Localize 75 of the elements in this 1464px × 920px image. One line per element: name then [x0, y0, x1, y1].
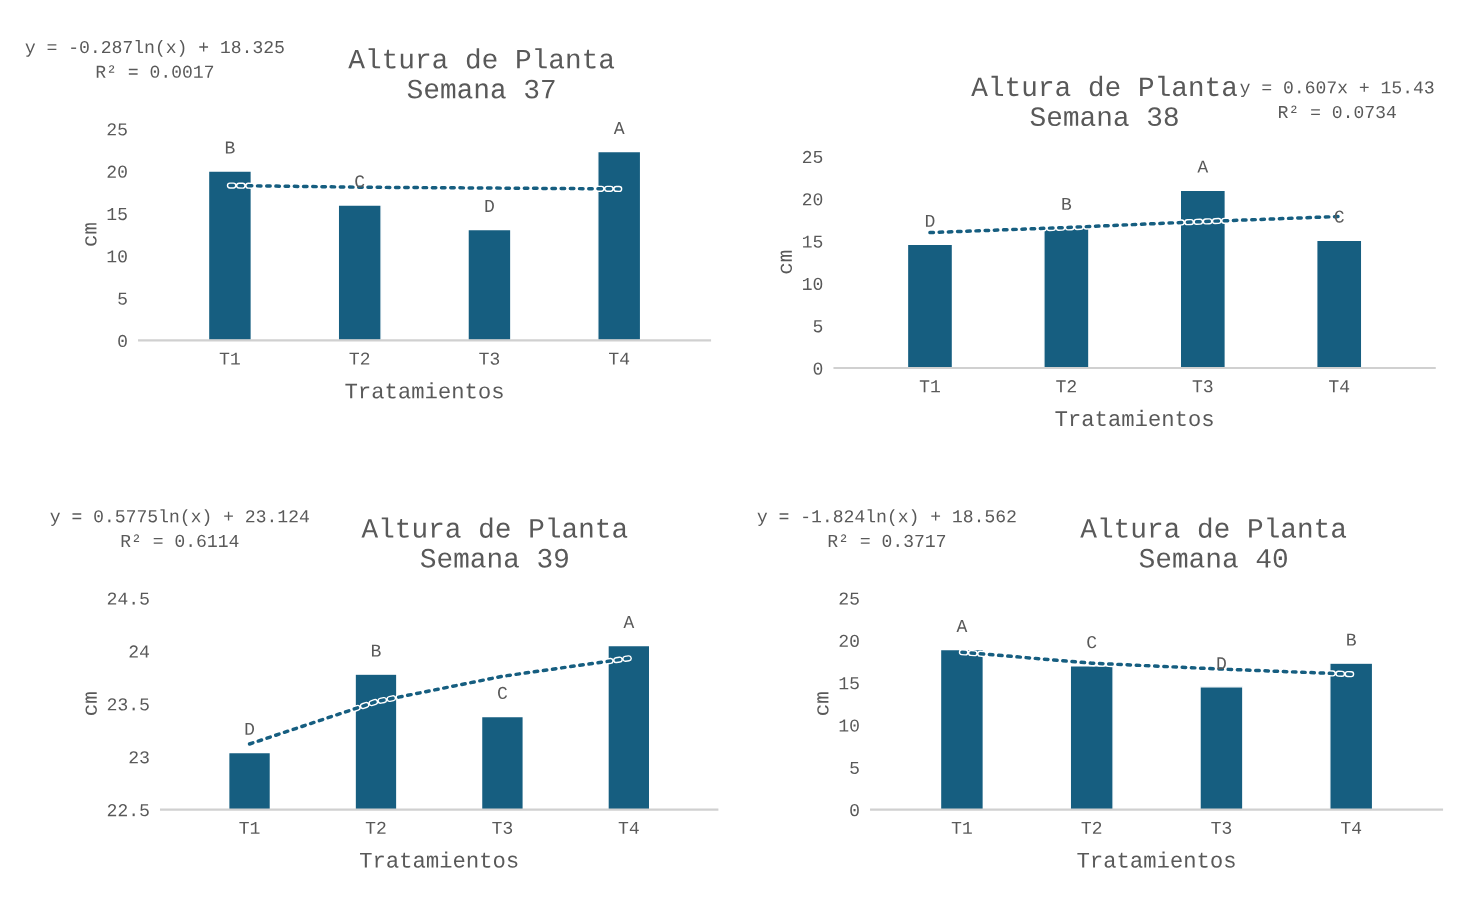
x-tick-label: T2: [365, 821, 386, 834]
y-axis-title: cm: [85, 223, 97, 246]
text: y = -1.824ln(x) + 18.562 R² = 0.3717: [757, 509, 1016, 548]
annotation: A: [623, 616, 635, 628]
x-tick-label: T4: [609, 352, 630, 365]
chart-title: Altura de Planta Semana 39: [361, 517, 628, 568]
x-tick-label: T4: [1329, 380, 1350, 393]
y-tick-label: 23: [129, 751, 149, 764]
x-axis-title: Tratamientos: [1055, 409, 1213, 427]
y-tick-label: 5: [850, 761, 859, 774]
chart-title: Altura de Planta Semana 38: [971, 75, 1237, 127]
x-tick-label: T4: [618, 821, 639, 834]
x-tick-label: T1: [239, 821, 260, 834]
y-tick-label: 22.5: [107, 804, 149, 817]
y-tick-label: 10: [107, 250, 127, 263]
bar: [337, 204, 382, 341]
bar: [467, 228, 512, 341]
bar: [1199, 686, 1244, 810]
annotation: C: [1087, 636, 1097, 649]
y-tick-label: 20: [107, 165, 127, 178]
y-tick-label: 25: [107, 123, 127, 136]
annotation: D: [925, 214, 935, 227]
x-tick-label: T1: [219, 352, 240, 365]
x-tick-label: T1: [951, 821, 972, 834]
x-axis-title: Tratamientos: [345, 382, 503, 399]
y-tick-label: 0: [118, 334, 127, 348]
text: y = 0.607x + 15.43 R² = 0.0734: [1240, 81, 1434, 119]
x-tick-label: T2: [349, 352, 370, 365]
y-tick-label: 0: [813, 362, 823, 375]
x-tick-label: T3: [492, 821, 513, 834]
y-tick-label: 5: [118, 292, 127, 305]
y-tick-label: 15: [839, 677, 859, 690]
annotation: A: [956, 620, 968, 632]
annotation: C: [498, 686, 508, 700]
y-tick-label: 20: [802, 193, 823, 206]
annotation: A: [613, 122, 625, 135]
x-tick-label: T3: [1211, 821, 1232, 834]
text: y = -0.287ln(x) + 18.325 R² = 0.0017: [25, 39, 284, 78]
annotation: C: [355, 175, 365, 188]
annotation: B: [1347, 633, 1356, 646]
annotation: D: [245, 722, 255, 735]
chart-title: Altura de Planta Semana 37: [348, 48, 615, 99]
y-tick-label: 23.5: [107, 698, 149, 711]
y-tick-label: 25: [839, 592, 859, 605]
y-tick-label: 0: [850, 804, 859, 817]
x-tick-label: T1: [919, 380, 940, 393]
x-tick-label: T4: [1341, 821, 1362, 834]
y-tick-label: 10: [839, 719, 859, 732]
x-tick-label: T2: [1081, 821, 1102, 834]
chart-title: Altura de Planta Semana 40: [1080, 517, 1347, 568]
y-tick-label: 25: [802, 150, 823, 164]
x-tick-label: T2: [1056, 380, 1076, 393]
annotation: D: [485, 199, 494, 212]
annotation: A: [1197, 160, 1209, 173]
bar: [906, 243, 954, 368]
y-axis-title: cm: [85, 692, 97, 715]
y-tick-label: 15: [107, 208, 127, 221]
y-tick-label: 10: [803, 277, 823, 291]
text: y = 0.5775ln(x) + 23.124 R² = 0.6114: [50, 509, 309, 548]
x-tick-label: T3: [1192, 380, 1213, 393]
annotation: B: [371, 644, 381, 657]
y-tick-label: 20: [839, 634, 859, 648]
annotation: D: [1217, 657, 1226, 670]
annotation: B: [225, 141, 235, 154]
y-tick-label: 24.5: [107, 592, 149, 605]
y-axis-title: cm: [780, 250, 793, 274]
y-axis-title: cm: [817, 692, 829, 715]
x-axis-title: Tratamientos: [360, 851, 518, 868]
x-axis-title: Tratamientos: [1077, 851, 1235, 868]
x-tick-label: T3: [479, 352, 500, 365]
annotation: B: [1062, 197, 1072, 210]
bar: [1316, 239, 1363, 368]
y-tick-label: 5: [813, 320, 823, 333]
y-tick-label: 24: [129, 645, 150, 658]
y-tick-label: 15: [803, 235, 823, 248]
